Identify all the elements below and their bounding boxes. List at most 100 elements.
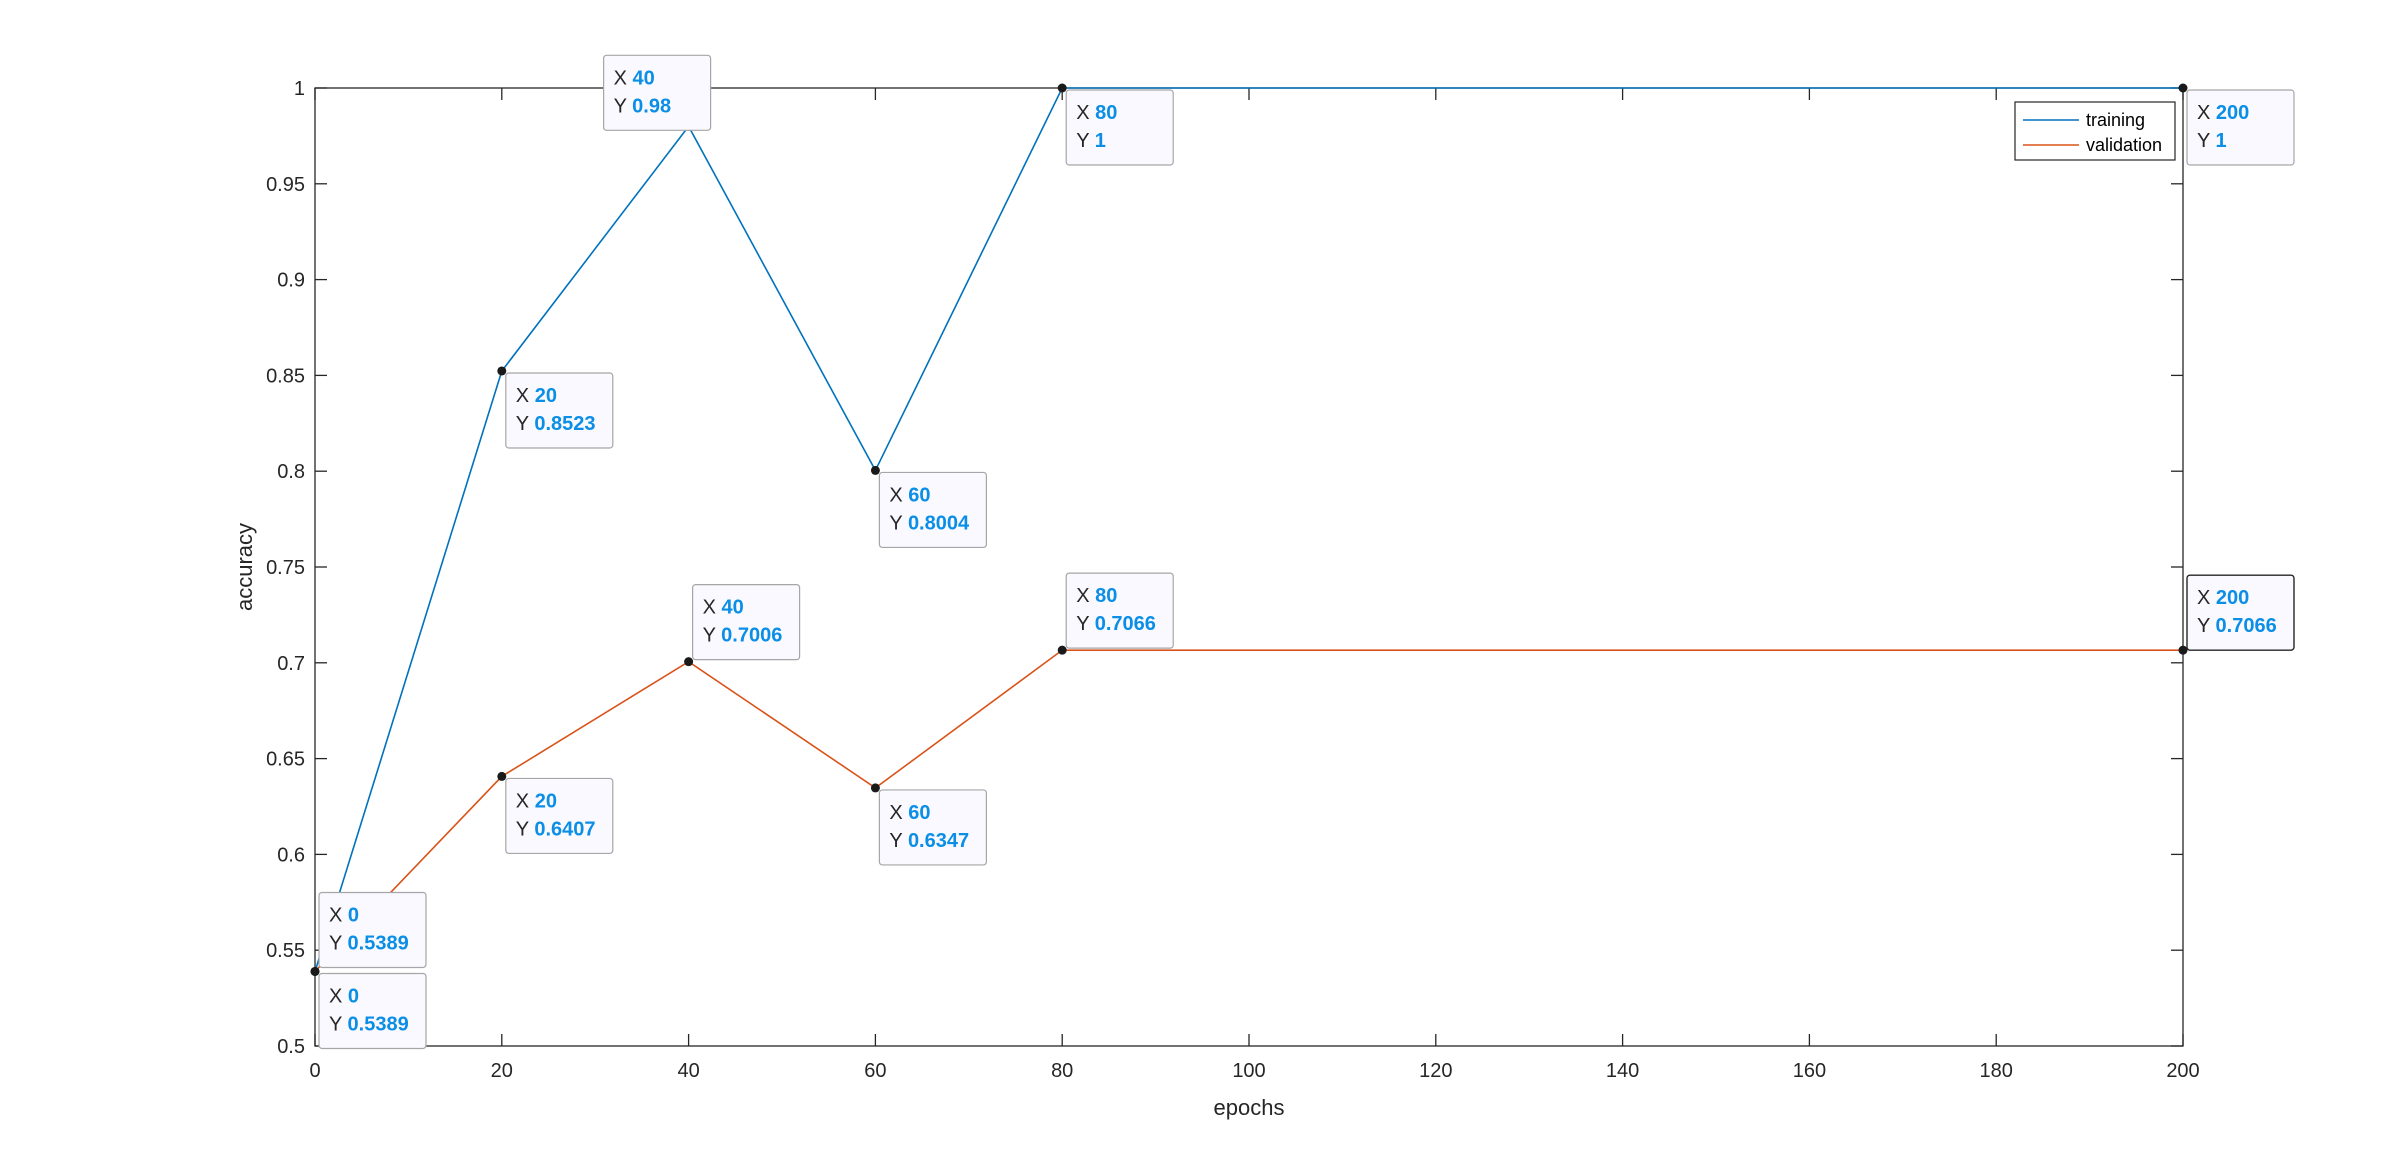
datatip-x-key: X (329, 985, 348, 1007)
x-tick-label: 200 (2166, 1060, 2199, 1082)
x-tick-label: 140 (1606, 1060, 1639, 1082)
datatip-y-value: 0.6407 (534, 818, 595, 840)
datatip-x-key: X (889, 802, 908, 824)
datatip-training: X 20 Y 0.8523 (505, 372, 614, 449)
datatip-box (2186, 574, 2295, 651)
x-tick-label: 160 (1793, 1060, 1826, 1082)
datatip-x-value: 40 (722, 597, 744, 619)
datatip-y-row: Y 0.6407 (516, 818, 596, 840)
datatip-y-value: 0.98 (632, 95, 671, 117)
data-point-validation (684, 657, 694, 667)
x-tick-label: 100 (1232, 1060, 1265, 1082)
datatip-x-row: X 20 (516, 385, 557, 407)
datatip-y-value: 0.7066 (2216, 615, 2277, 637)
datatip-box (602, 54, 712, 131)
datatip-x-value: 60 (908, 484, 930, 506)
datatip-x-value: 0 (348, 904, 359, 926)
datatip-y-row: Y 1 (1076, 130, 1106, 152)
datatip-x-row: X 60 (889, 484, 930, 506)
datatip-x-row: X 20 (516, 790, 557, 812)
datatip-box (1065, 572, 1174, 649)
datatip-box (2186, 89, 2295, 166)
datatip-x-key: X (516, 790, 535, 812)
legend-entry-training: training (2086, 110, 2145, 130)
axes: 0 20 40 60 80 100 120 140 160 180 2000.50.550.60.6… (266, 78, 2200, 1082)
datatip-y-value: 1 (1095, 130, 1106, 152)
y-tick-label: 0.7 (277, 653, 305, 675)
datatip-validation: X 60 Y 0.6347 (878, 789, 988, 866)
datatip-y-key: Y (516, 818, 535, 840)
datatip-x-row: X 80 (1076, 102, 1117, 124)
datatip-y-row: Y 0.7066 (1076, 613, 1156, 635)
y-tick-label: 0.95 (266, 174, 305, 196)
x-axis-label: epochs (1214, 1095, 1285, 1120)
datatip-x-value: 200 (2216, 587, 2249, 609)
datatip-y-row: Y 0.5389 (329, 1013, 409, 1035)
y-tick-label: 0.55 (266, 940, 305, 962)
data-point-validation (310, 966, 320, 976)
x-tick-label: 80 (1051, 1060, 1073, 1082)
datatip-y-key: Y (889, 512, 908, 534)
datatip-x-key: X (1076, 102, 1095, 124)
x-tick-label: 180 (1980, 1060, 2013, 1082)
plot-area-box (314, 87, 2184, 1047)
datatip-x-row: X 0 (329, 985, 359, 1007)
datatip-x-key: X (2197, 102, 2216, 124)
datatip-y-key: Y (2197, 615, 2216, 637)
datatip-training: X 80 Y 1 (1065, 89, 1174, 166)
datatip-y-key: Y (329, 1013, 348, 1035)
datatip-y-key: Y (1076, 130, 1095, 152)
datatip-x-key: X (1076, 585, 1095, 607)
datatip-validation: X 0Y 0.5389 (318, 972, 427, 1050)
datatip-training: X 60 Y 0.8004 (878, 471, 988, 549)
datatip-x-row: X 80 (1076, 585, 1117, 607)
datatip-y-value: 0.5389 (348, 932, 409, 954)
data-point-training (870, 465, 880, 475)
datatip-box (318, 891, 427, 969)
datatip-training: X 0Y 0.5389 (318, 891, 427, 969)
datatip-validation: X 40 Y 0.7006 (691, 584, 801, 661)
datatip-y-value: 0.5389 (348, 1013, 409, 1035)
y-tick-label: 1 (294, 78, 305, 100)
datatip-y-row: Y 0.8004 (889, 512, 970, 534)
series-line-training (314, 87, 2183, 972)
datatip-y-value: 0.8004 (908, 512, 970, 534)
y-tick-label: 0.5 (277, 1036, 305, 1058)
datatip-x-key: X (703, 597, 722, 619)
datatip-box (878, 789, 988, 866)
data-point-training (1057, 83, 1067, 93)
datatip-x-row: X 0 (329, 904, 359, 926)
x-tick-label: 0 (309, 1060, 320, 1082)
y-tick-label: 0.85 (266, 365, 305, 387)
x-tick-label: 40 (677, 1060, 699, 1082)
y-tick-label: 0.8 (277, 461, 305, 483)
legend: training validation (2014, 101, 2176, 161)
datatip-box (878, 471, 988, 549)
datatip-x-value: 0 (348, 985, 359, 1007)
datatip-y-row: Y 0.8523 (516, 413, 596, 435)
datatip-y-row: Y 0.98 (614, 95, 671, 117)
datatip-y-key: Y (703, 625, 722, 647)
datatip-y-row: Y 0.6347 (889, 830, 969, 852)
datatip-y-value: 0.7066 (1095, 613, 1156, 635)
datatip-y-row: Y 0.7066 (2197, 615, 2277, 637)
y-tick-label: 0.9 (277, 270, 305, 292)
y-axis-label: accuracy (232, 523, 257, 611)
x-tick-label: 20 (491, 1060, 513, 1082)
datatip-y-row: Y 0.7006 (703, 625, 783, 647)
datatip-y-value: 0.6347 (908, 830, 969, 852)
datatip-x-key: X (516, 385, 535, 407)
datatip-x-value: 60 (908, 802, 930, 824)
datatip-y-value: 0.8523 (534, 413, 595, 435)
datatip-box (318, 972, 427, 1050)
datatip-x-key: X (614, 67, 633, 89)
datatip-x-row: X 40 (614, 67, 655, 89)
datatip-box (505, 372, 614, 449)
datatip-box (691, 584, 801, 661)
y-tick-label: 0.65 (266, 749, 305, 771)
datatip-validation: X 20 Y 0.6407 (505, 777, 614, 855)
datatip-y-key: Y (614, 95, 633, 117)
